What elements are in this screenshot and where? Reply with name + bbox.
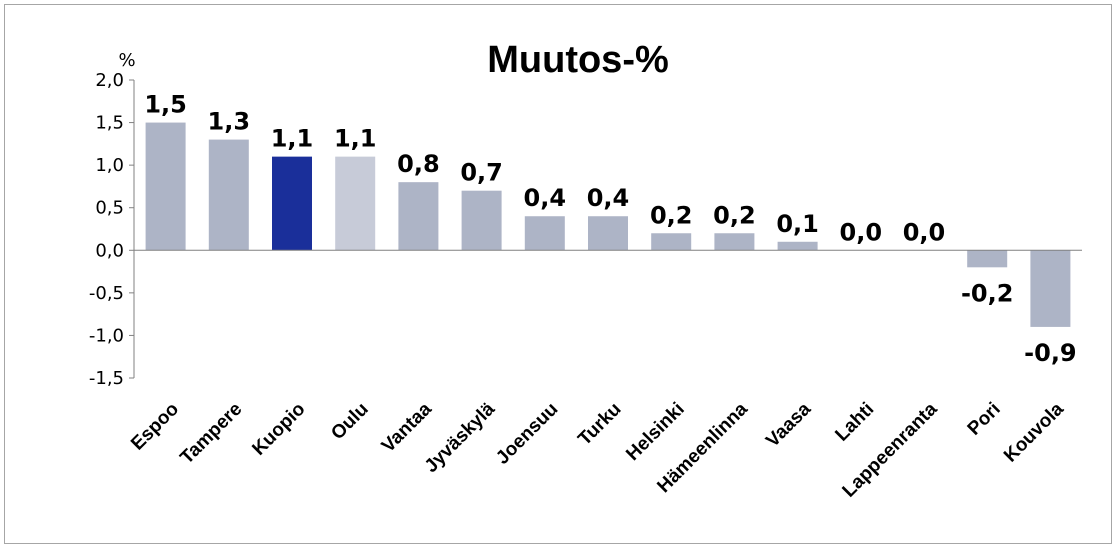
bar-pori bbox=[967, 250, 1008, 268]
y-tick-label: 1,5 bbox=[95, 113, 124, 134]
data-label: 0,0 bbox=[840, 218, 883, 246]
x-tick-label: Joensuu bbox=[492, 399, 562, 469]
x-tick-label: Kouvola bbox=[1000, 398, 1068, 466]
bar-tampere bbox=[208, 139, 249, 251]
bar-hämeenlinna bbox=[714, 233, 755, 251]
data-label: 0,2 bbox=[650, 201, 693, 229]
bar-kuopio bbox=[272, 156, 312, 251]
y-tick-label: -1,0 bbox=[89, 325, 124, 346]
bar-vantaa bbox=[398, 182, 439, 251]
x-tick-label: Kuopio bbox=[248, 399, 309, 460]
y-tick-label: 0,5 bbox=[95, 198, 124, 219]
bar-helsinki bbox=[651, 233, 692, 251]
data-label: 1,1 bbox=[334, 125, 377, 153]
data-label: 0,2 bbox=[713, 201, 756, 229]
data-label: 0,4 bbox=[524, 184, 567, 212]
x-tick-label: Lahti bbox=[831, 399, 878, 446]
bar-vaasa bbox=[777, 241, 818, 251]
x-tick-label: Turku bbox=[574, 399, 625, 450]
bar-espoo bbox=[145, 122, 186, 251]
x-tick-label: Vaasa bbox=[762, 398, 815, 451]
data-label: 1,1 bbox=[271, 125, 314, 153]
data-label: 1,5 bbox=[144, 91, 187, 119]
x-tick-label: Pori bbox=[964, 399, 1005, 440]
chart-frame bbox=[4, 4, 1112, 544]
data-label: 0,0 bbox=[903, 218, 946, 246]
data-label: 0,7 bbox=[460, 159, 503, 187]
bars-group bbox=[145, 122, 1071, 327]
data-label: 0,4 bbox=[587, 184, 630, 212]
bar-oulu bbox=[335, 156, 376, 251]
y-tick-label: -0,5 bbox=[89, 283, 124, 304]
data-label: -0,9 bbox=[1024, 339, 1076, 367]
data-label: 0,8 bbox=[397, 150, 440, 178]
y-tick-label: -1,5 bbox=[89, 368, 124, 389]
bar-jyväskylä bbox=[461, 190, 502, 251]
y-tick-label: 1,0 bbox=[95, 155, 124, 176]
data-label: 0,1 bbox=[776, 210, 819, 238]
y-axis-unit-label: % bbox=[118, 50, 135, 71]
x-tick-label: Helsinki bbox=[622, 399, 688, 465]
bar-joensuu bbox=[524, 216, 565, 251]
data-labels-group: 1,5 1,3 1,1 1,1 0,8 0,7 0,4 0,4 0,2 0,2 0,1 0,0 0,0 -… bbox=[144, 91, 1076, 367]
y-axis: 2,0 1,5 1,0 0,5 0,0 -0,5 -1,0 -1,5 bbox=[89, 70, 135, 389]
x-tick-label: Tampere bbox=[176, 399, 246, 469]
x-tick-label: Oulu bbox=[327, 399, 372, 444]
chart-title: Muutos-% bbox=[487, 39, 669, 81]
y-tick-label: 2,0 bbox=[95, 70, 124, 91]
data-label: 1,3 bbox=[208, 108, 251, 136]
bar-kouvola bbox=[1030, 250, 1071, 327]
x-tick-label: Vantaa bbox=[378, 398, 436, 456]
y-tick-label: 0,0 bbox=[95, 240, 124, 261]
data-label: -0,2 bbox=[961, 279, 1013, 307]
x-tick-label: Espoo bbox=[127, 399, 183, 455]
bar-turku bbox=[588, 216, 628, 251]
